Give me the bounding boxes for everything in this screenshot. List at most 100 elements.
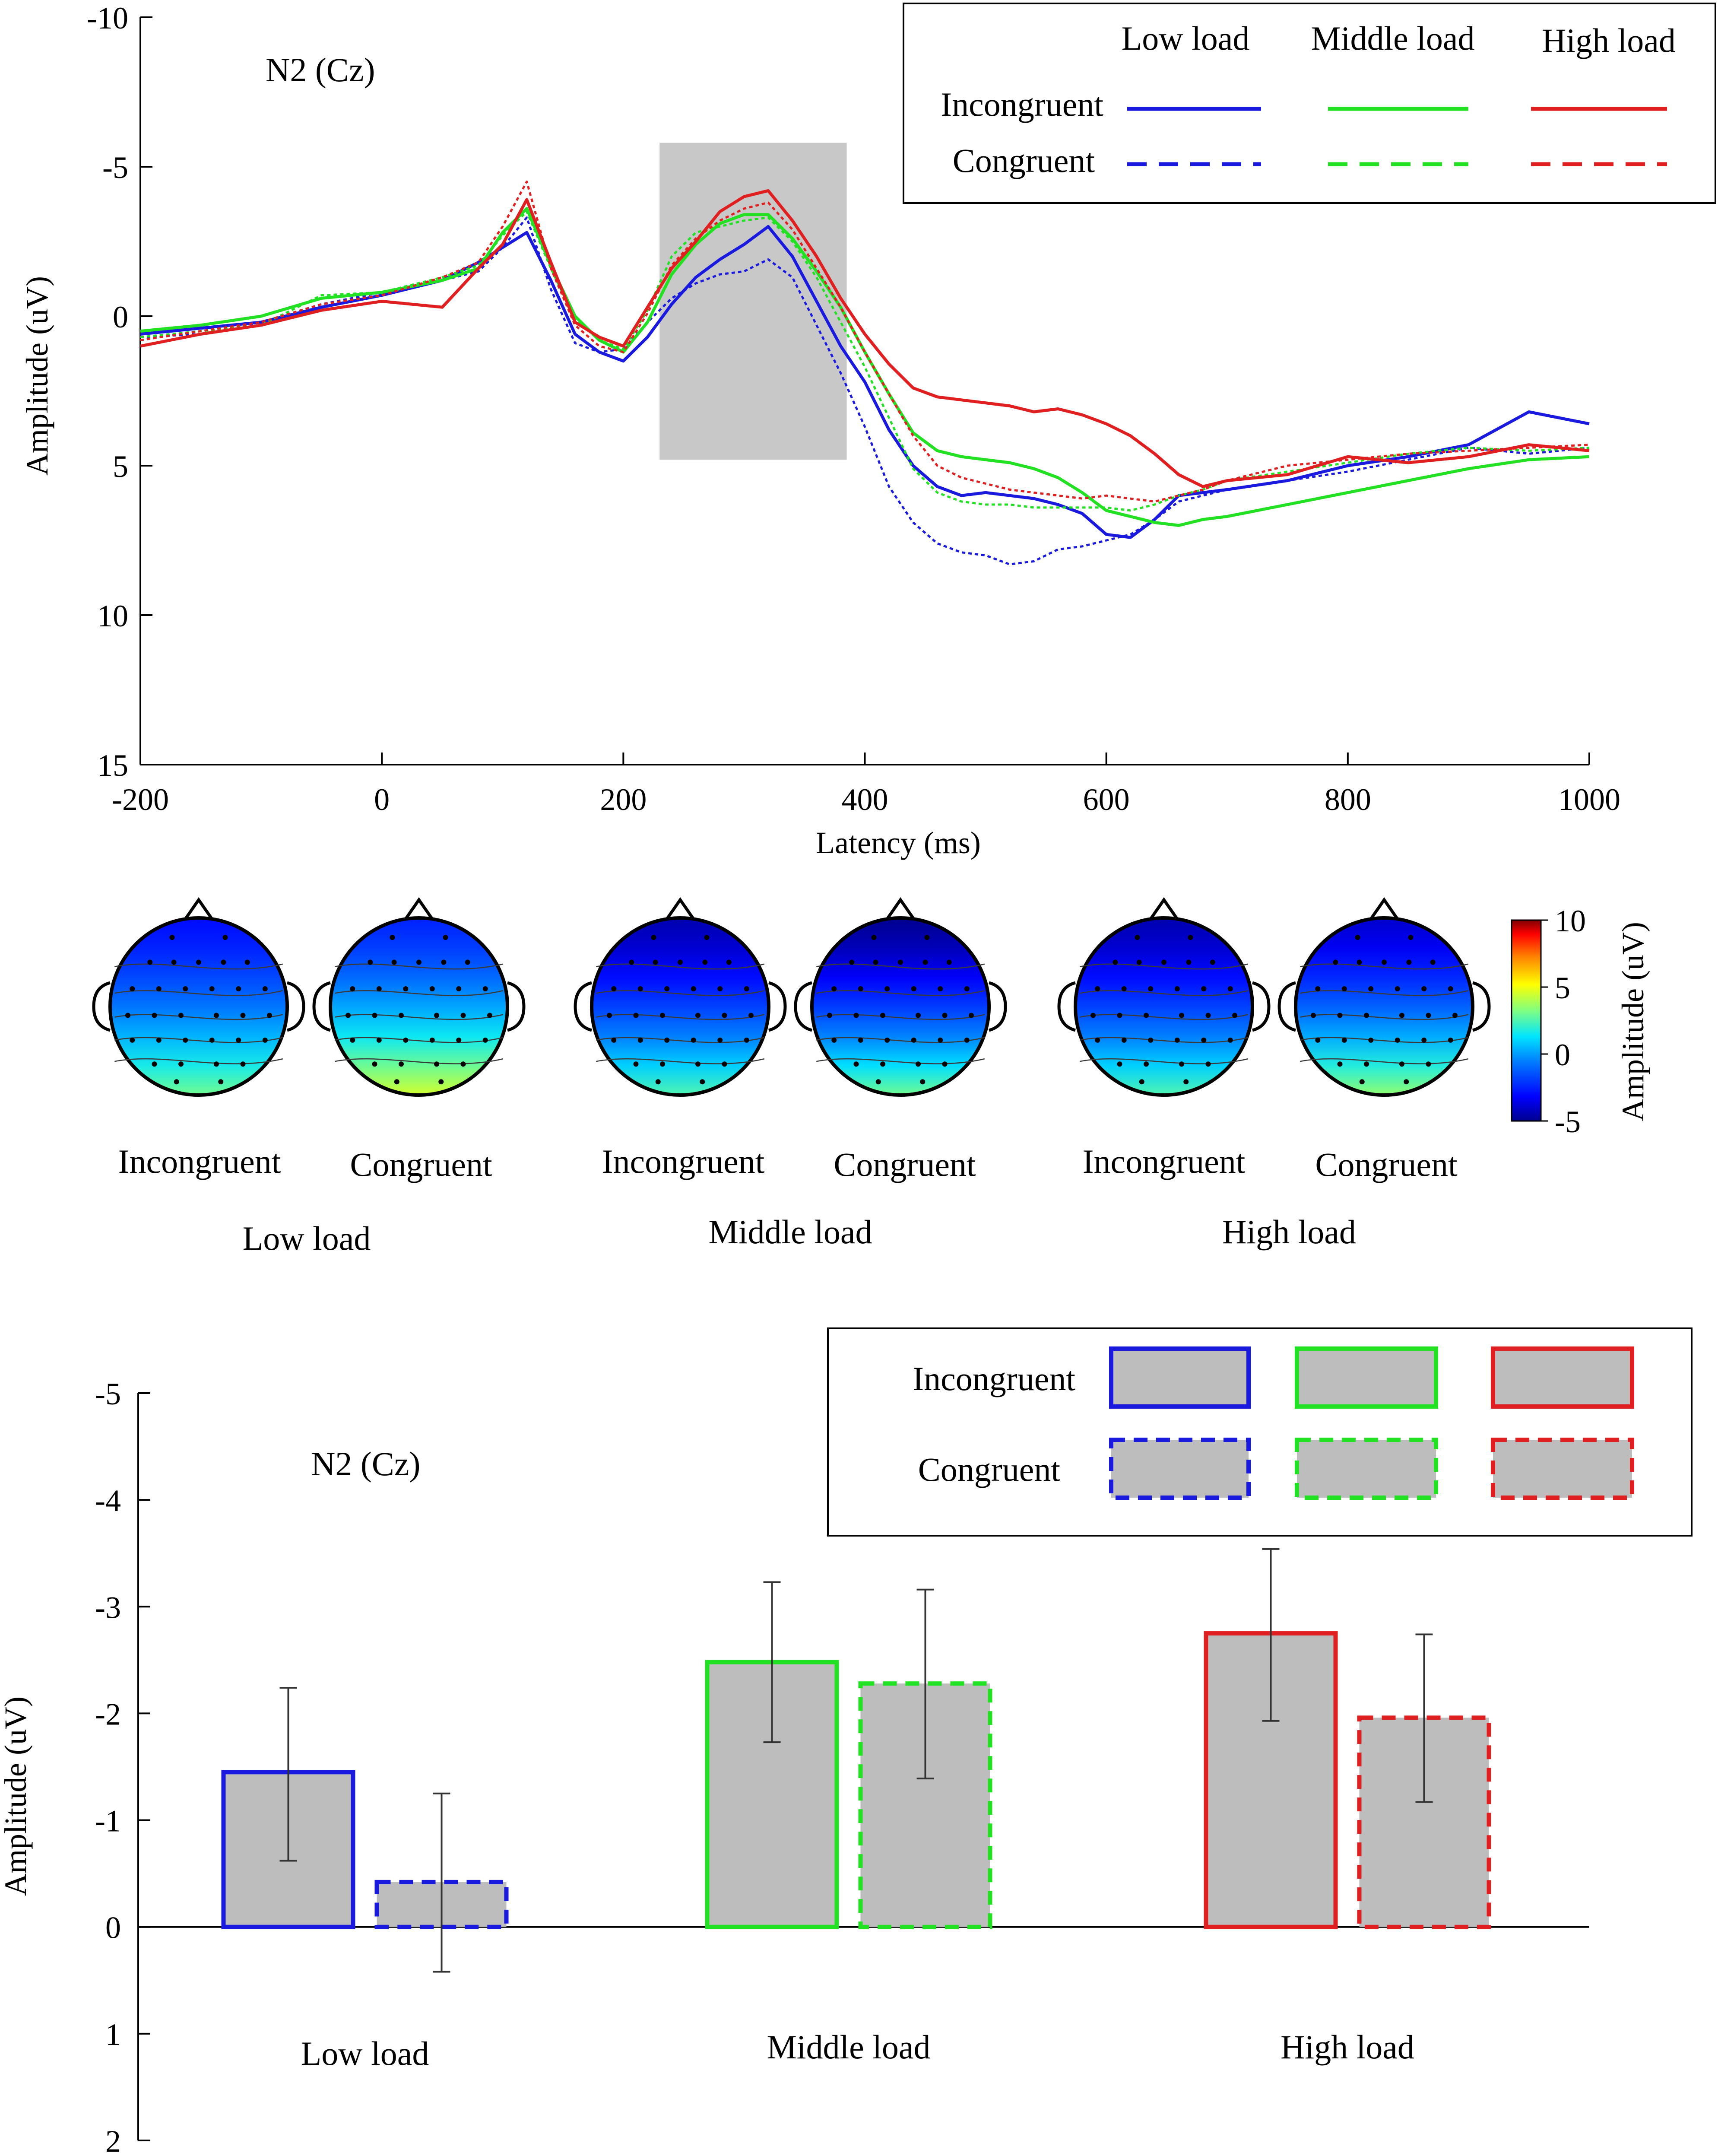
bar-legend-swatch-middle-congruent <box>1295 1438 1438 1500</box>
scalp-map <box>108 916 289 1097</box>
topo-head-high-load-congruent <box>1277 897 1491 1097</box>
electrode-dot <box>1333 959 1338 965</box>
bar-legend: Incongruent Congruent <box>827 1327 1693 1537</box>
electrode-dot <box>611 1037 617 1043</box>
bar-y-tick-label: 1 <box>105 2017 121 2052</box>
electrode-dot <box>1408 935 1414 940</box>
electrode-dot <box>156 986 162 991</box>
contour-line <box>1300 963 1469 970</box>
ear-right <box>286 981 305 1032</box>
erp-legend-box <box>903 3 1716 204</box>
electrode-dot <box>1395 1037 1400 1043</box>
electrode-dot <box>390 935 395 940</box>
electrode-dot <box>748 1013 754 1018</box>
contour-line <box>1300 1058 1469 1064</box>
colorbar-tick-label: 10 <box>1555 904 1586 938</box>
electrode-dot <box>1179 1013 1184 1018</box>
electrode-dot <box>183 1037 188 1043</box>
bar-legend-swatch-high-congruent <box>1491 1438 1634 1500</box>
erp-y-tick-label: 0 <box>113 300 128 334</box>
electrode-dot <box>1188 935 1193 940</box>
electrode-dot <box>403 986 409 991</box>
contour-line <box>335 1058 504 1064</box>
electrode-dot <box>969 1013 974 1018</box>
electrode-dot <box>880 1061 885 1067</box>
electrode-dot <box>125 1013 130 1018</box>
contour-line <box>1080 1014 1249 1020</box>
ear-right <box>1252 981 1271 1032</box>
colorbar-tick-label: 0 <box>1555 1038 1570 1072</box>
contour-line <box>114 1014 283 1020</box>
topo-head-middle-load-congruent <box>794 897 1007 1097</box>
topo-head-low-load-congruent <box>312 897 526 1097</box>
colorbar: 10 5 0 -5 Amplitude (uV) <box>1511 904 1650 1139</box>
erp-line-high-load-congruent <box>140 181 1590 503</box>
bar-y-tick-label: -1 <box>95 1804 121 1838</box>
erp-x-tick-label: 200 <box>600 782 647 817</box>
contour-line <box>816 1037 985 1043</box>
electrode-dot <box>240 1061 246 1067</box>
erp-axes <box>139 16 1590 765</box>
electrode-dot <box>399 1061 404 1067</box>
topo-group-high-load: High load <box>1222 1213 1356 1251</box>
electrode-dot <box>434 1013 439 1018</box>
colorbar-ticks: 10 5 0 -5 <box>1541 904 1586 1139</box>
electrode-dot <box>678 959 683 965</box>
electrode-dot <box>178 1013 184 1018</box>
electrode-dot <box>717 986 723 991</box>
legend-col-middle-load: Middle load <box>1311 19 1474 57</box>
ear-left <box>1277 981 1296 1032</box>
erp-line-chart: -10 -5 0 5 10 15-200 0 200 400 600 800 1000 N2 (Cz)… <box>20 1 1716 860</box>
erp-y-tick-label: 5 <box>113 449 128 484</box>
electrode-dot <box>1337 1013 1343 1018</box>
electrode-dot <box>1121 986 1127 991</box>
electrode-dot <box>1430 959 1436 965</box>
nose <box>184 897 214 921</box>
electrode-dot <box>169 935 175 940</box>
bar-y-tick-label: -5 <box>95 1377 121 1411</box>
electrode-dot <box>1095 986 1100 991</box>
electrode-dot <box>1357 959 1362 965</box>
electrode-dot <box>1117 1061 1122 1067</box>
contour-line <box>1300 1037 1469 1043</box>
contour-line <box>596 990 765 996</box>
electrode-dot <box>244 959 250 965</box>
electrode-dot <box>660 1013 665 1018</box>
contour-line <box>816 1058 985 1064</box>
erp-y-tick-label: 15 <box>97 748 128 783</box>
bar-marks <box>221 1548 1491 1973</box>
contour-line <box>335 1037 504 1043</box>
electrode-dot <box>178 1061 184 1067</box>
electrode-dot <box>700 1079 705 1085</box>
scalp-map <box>810 916 991 1097</box>
contour-line <box>1080 963 1249 970</box>
electrode-dot <box>1144 1013 1149 1018</box>
electrode-dot <box>637 986 643 991</box>
erp-y-tick-label: -5 <box>102 150 128 185</box>
electrode-dot <box>130 1037 135 1043</box>
erp-y-tick-label: 10 <box>97 599 128 633</box>
electrode-dot <box>465 959 470 965</box>
electrode-dot <box>920 1079 926 1085</box>
electrode-dot <box>629 959 634 965</box>
electrode-dot <box>695 1061 701 1067</box>
electrode-dot <box>853 1013 859 1018</box>
electrode-dot <box>611 986 617 991</box>
topo-heads <box>92 897 1491 1097</box>
electrode-dot <box>655 1079 661 1085</box>
legend-row-incongruent: Incongruent <box>941 86 1103 123</box>
colorbar-label: Amplitude (uV) <box>1616 922 1650 1121</box>
ear-left <box>794 981 813 1032</box>
electrode-dot <box>1135 935 1140 940</box>
electrode-dot <box>880 1013 885 1018</box>
electrode-dot <box>394 1079 399 1085</box>
erp-x-tick-label: 1000 <box>1558 782 1620 817</box>
electrode-dot <box>209 986 215 991</box>
electrode-dot <box>695 1013 701 1018</box>
erp-y-axis-label: Amplitude (uV) <box>20 276 54 476</box>
nose <box>1149 897 1179 921</box>
electrode-dot <box>1404 1079 1409 1085</box>
topo-label-low-congruent: Congruent <box>350 1146 492 1183</box>
contour-line <box>335 963 504 970</box>
